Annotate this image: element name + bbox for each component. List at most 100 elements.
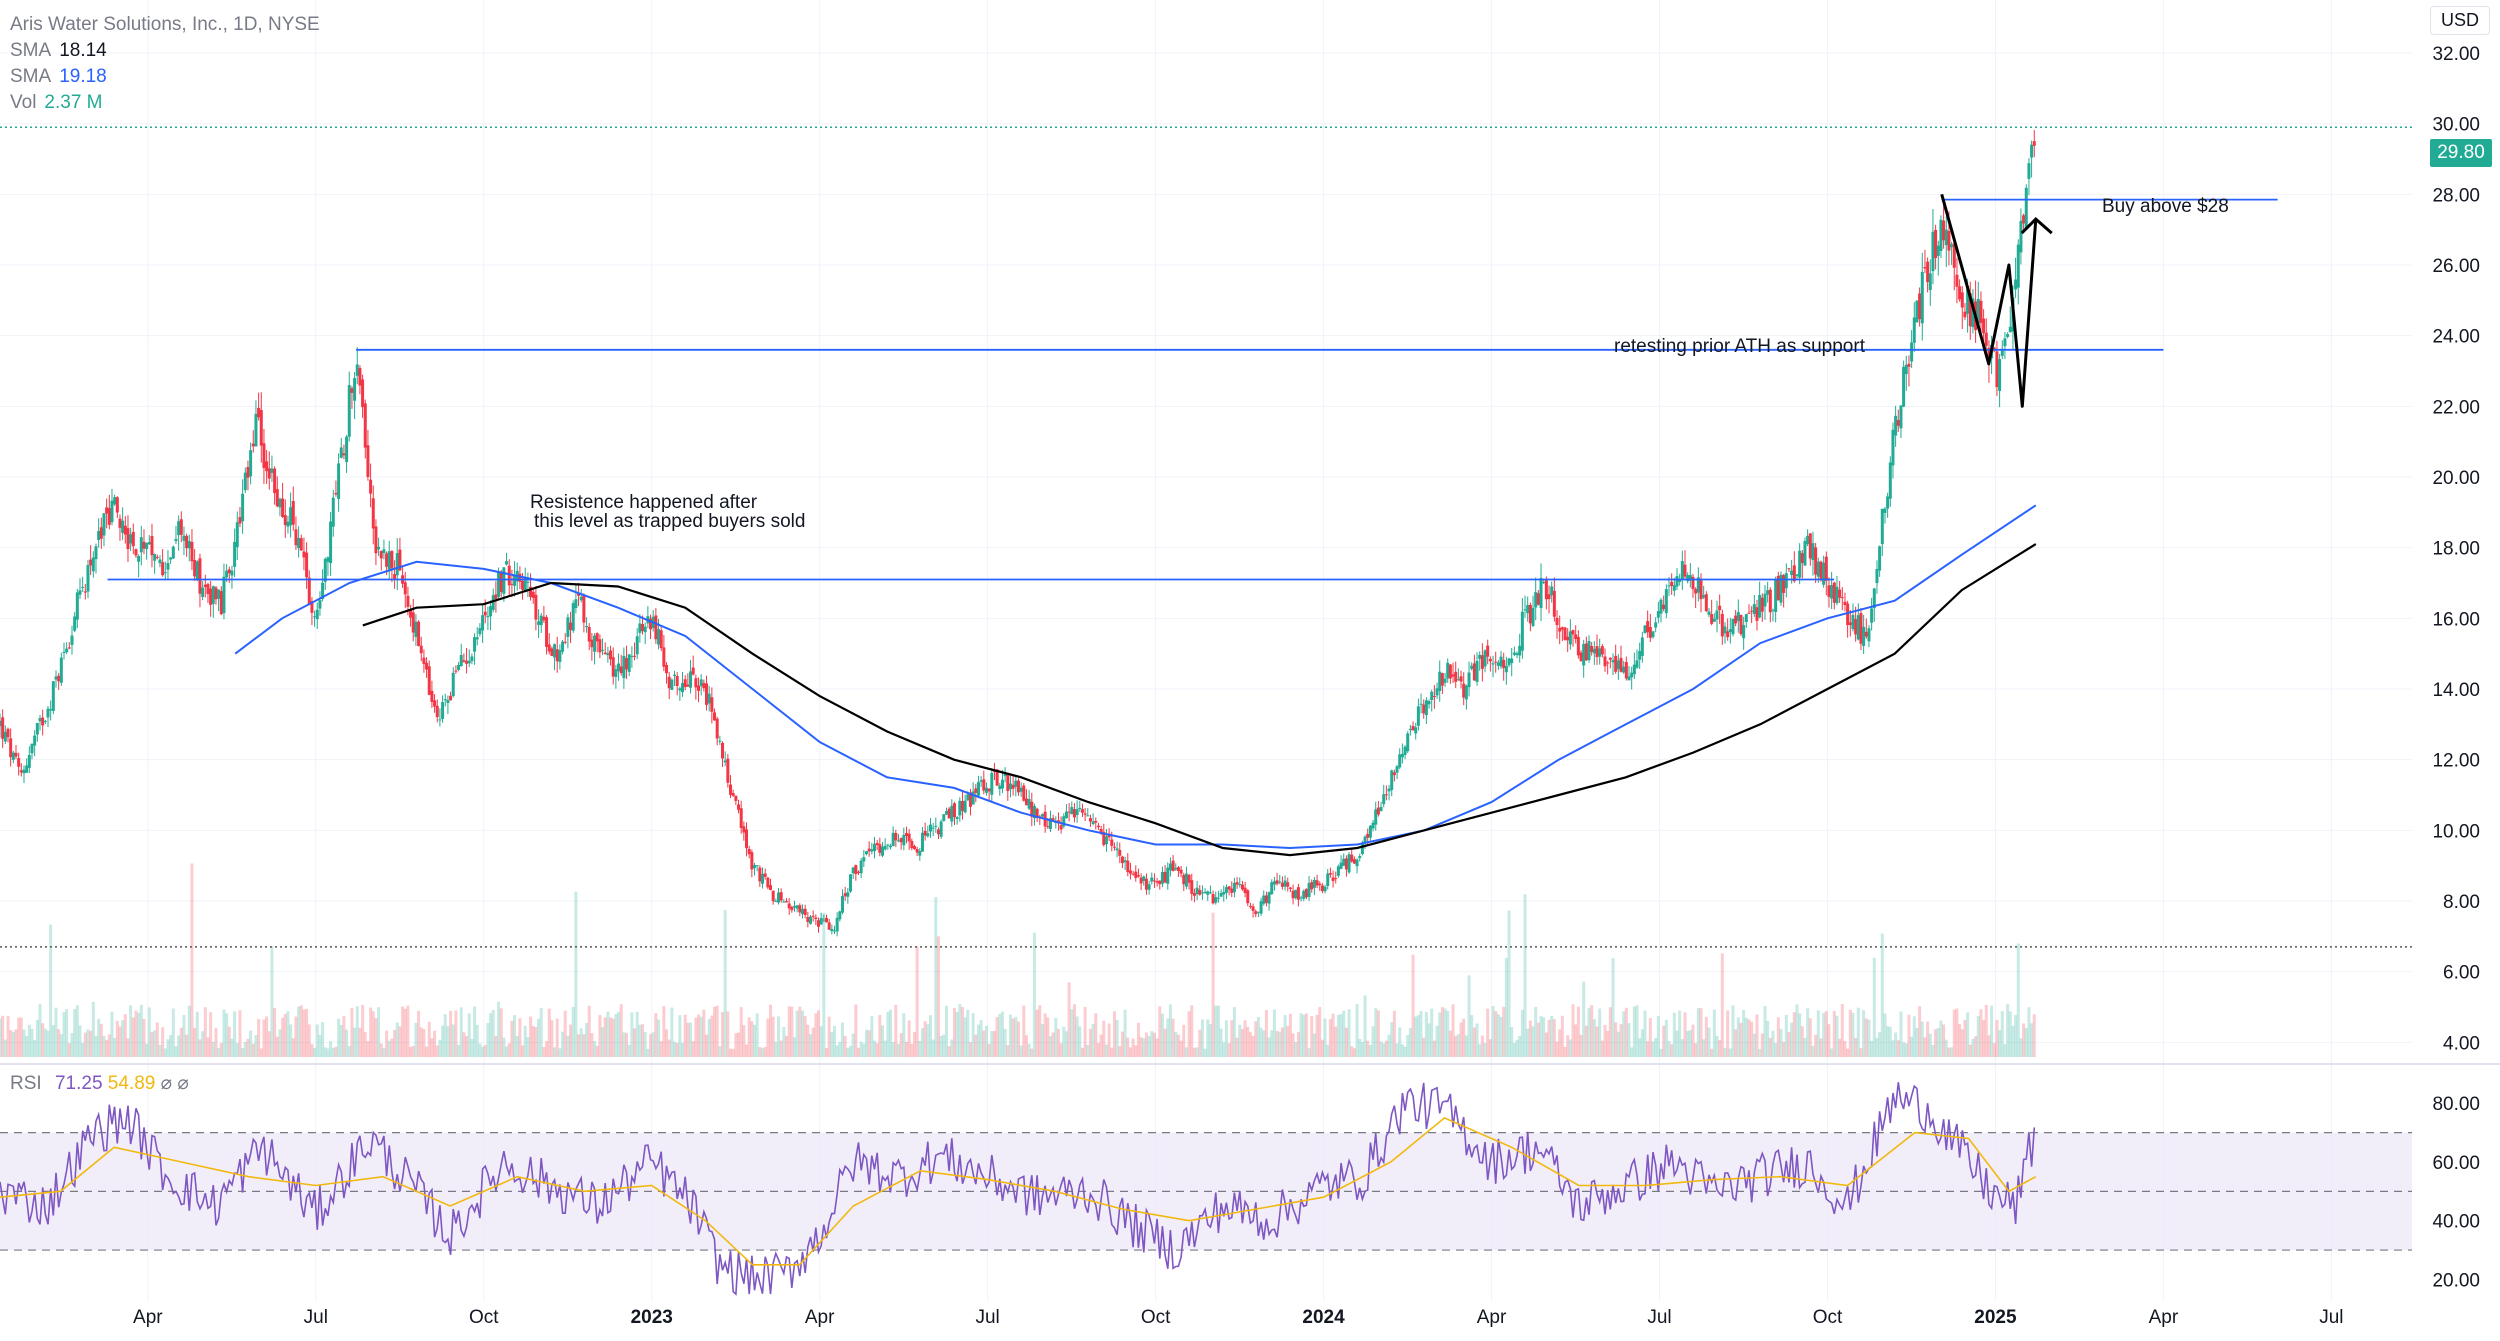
- volume-bar: [422, 1029, 426, 1057]
- volume-bar: [1630, 1047, 1634, 1057]
- candle-body: [550, 648, 554, 656]
- candle-body: [734, 795, 738, 801]
- volume-bar: [331, 1047, 335, 1057]
- volume-bar: [619, 1004, 623, 1057]
- candle-body: [155, 556, 159, 559]
- candle-body: [1542, 582, 1546, 584]
- candle-body: [1267, 892, 1271, 904]
- volume-bar: [1355, 1004, 1359, 1057]
- volume-bar: [25, 1036, 29, 1057]
- volume-bar: [1488, 1039, 1492, 1057]
- volume-bar: [419, 1027, 423, 1057]
- volume-bar: [697, 1014, 701, 1057]
- volume-bar: [390, 1038, 394, 1057]
- volume-bar: [230, 1038, 234, 1057]
- candle-body: [1710, 614, 1714, 624]
- resistance-annotation-line1[interactable]: Resistence happened after: [530, 492, 758, 513]
- candle-body: [1598, 648, 1602, 657]
- volume-bar: [622, 1032, 626, 1057]
- volume-bar: [435, 1045, 439, 1057]
- buy-annotation[interactable]: Buy above $28: [2102, 196, 2229, 217]
- volume-bar: [371, 1011, 375, 1057]
- candle-body: [1184, 873, 1188, 887]
- volume-bar: [1014, 1016, 1018, 1057]
- volume-bar: [1200, 1019, 1204, 1057]
- volume-bar: [947, 1046, 951, 1057]
- price-tick-label: 6.00: [2443, 963, 2480, 984]
- volume-bar: [454, 1010, 458, 1057]
- sma-fast-legend[interactable]: SMA 18.14: [10, 38, 320, 64]
- candle-body: [179, 519, 183, 535]
- volume-bar: [918, 1040, 922, 1057]
- volume-bar: [651, 1032, 655, 1057]
- volume-bar: [1059, 1043, 1063, 1057]
- volume-bar: [54, 1007, 58, 1057]
- candle-body: [1032, 806, 1036, 819]
- volume-bar: [1598, 1008, 1602, 1057]
- volume-bar: [654, 1013, 658, 1057]
- volume-bar: [963, 1017, 967, 1057]
- candle-body: [1736, 612, 1740, 621]
- candle-body: [1686, 575, 1690, 582]
- candle-body: [281, 498, 285, 518]
- retest-annotation[interactable]: retesting prior ATH as support: [1614, 336, 1865, 357]
- candle-body: [334, 492, 338, 495]
- volume-bar: [446, 1026, 450, 1057]
- sma-label: SMA: [10, 40, 52, 61]
- symbol-title[interactable]: Aris Water Solutions, Inc., 1D, NYSE: [10, 14, 320, 35]
- volume-bar: [1888, 1026, 1892, 1057]
- candle-body: [984, 787, 988, 793]
- candle-body: [1259, 901, 1263, 914]
- volume-legend[interactable]: Vol 2.37 M: [10, 90, 320, 116]
- volume-bar: [1531, 1026, 1535, 1057]
- candle-body: [286, 521, 290, 527]
- volume-bar: [1038, 1005, 1042, 1057]
- volume-bar: [1550, 1015, 1554, 1057]
- volume-bar: [950, 1039, 954, 1057]
- candle-body: [782, 901, 786, 903]
- volume-bar: [721, 1012, 725, 1057]
- candle-body: [1680, 561, 1684, 580]
- resistance-annotation-line2[interactable]: this level as trapped buyers sold: [534, 511, 806, 532]
- currency-button[interactable]: USD: [2429, 6, 2490, 35]
- candle-body: [1782, 575, 1786, 593]
- candle-body: [1955, 274, 1959, 287]
- candle-body: [169, 557, 173, 560]
- candle-body: [1400, 753, 1404, 758]
- volume-bar: [1792, 1012, 1796, 1057]
- candle-body: [315, 609, 319, 620]
- candle-body: [1643, 625, 1647, 633]
- volume-bar: [1432, 1040, 1436, 1057]
- candle-body: [441, 702, 445, 719]
- volume-bar: [1806, 1008, 1810, 1057]
- sma-slow-legend[interactable]: SMA 19.18: [10, 64, 320, 90]
- candle-body: [699, 679, 703, 687]
- candle-body: [1760, 597, 1764, 612]
- candle-body: [331, 497, 335, 527]
- volume-bar: [334, 1046, 338, 1057]
- volume-bar: [534, 1027, 538, 1057]
- candle-body: [950, 805, 954, 822]
- volume-bar: [521, 1045, 525, 1057]
- volume-bar: [745, 1044, 749, 1057]
- candle-body: [657, 629, 661, 645]
- candle-body: [126, 528, 130, 550]
- volume-bar: [862, 1043, 866, 1057]
- candle-body: [1715, 610, 1719, 620]
- candle-body: [563, 641, 567, 643]
- candle-body: [435, 705, 439, 718]
- candle-body: [579, 596, 583, 601]
- candle-body: [595, 633, 599, 642]
- candle-body: [1248, 905, 1252, 907]
- volume-bar: [1027, 1043, 1031, 1057]
- rsi-legend[interactable]: RSI 71.25 54.89 ⌀ ⌀: [10, 1072, 189, 1095]
- volume-bar: [809, 1034, 813, 1057]
- volume-bar: [366, 1041, 370, 1057]
- volume-bar: [481, 1046, 485, 1057]
- candle-body: [1288, 887, 1292, 889]
- volume-bar: [1619, 1024, 1623, 1057]
- volume-bar: [1379, 1041, 1383, 1057]
- candle-body: [75, 592, 79, 620]
- candle-body: [1414, 727, 1418, 734]
